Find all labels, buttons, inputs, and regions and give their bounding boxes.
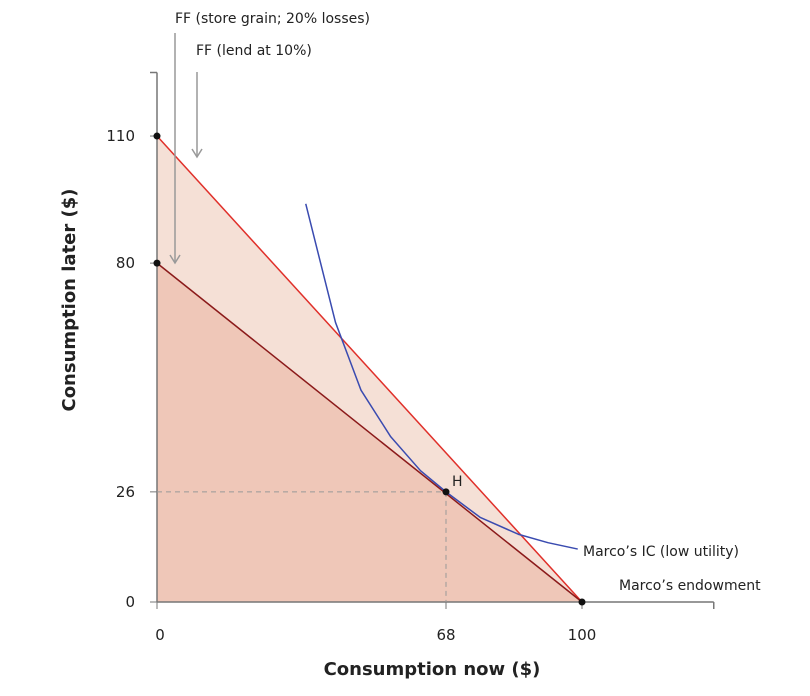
point-2 <box>442 488 450 496</box>
x-axis-label: Consumption now ($) <box>324 659 541 680</box>
indifference-curve <box>305 203 578 550</box>
ff-store-arrow-head <box>169 254 181 265</box>
x-tick-label: 68 <box>436 626 455 644</box>
y-axis-label: Consumption later ($) <box>59 188 80 411</box>
endowment-label: Marco’s endowment <box>619 578 761 594</box>
y-tick-label: 110 <box>106 127 135 145</box>
point-h-label: H <box>452 474 463 490</box>
point-3 <box>578 598 586 606</box>
ic-label: Marco’s IC (low utility) <box>583 544 739 560</box>
point-1 <box>153 259 161 267</box>
ff-store-label: FF (store grain; 20% losses) <box>175 11 370 27</box>
ff-lend-line <box>156 135 583 603</box>
ff-lend-arrow-head <box>191 148 203 159</box>
ff-store-line <box>156 262 583 603</box>
y-tick-label: 26 <box>116 483 135 501</box>
x-tick-label: 100 <box>568 626 597 644</box>
point-0 <box>153 132 161 140</box>
y-tick-label: 0 <box>125 593 135 611</box>
x-tick-label: 0 <box>155 626 165 644</box>
y-tick-label: 80 <box>116 254 135 272</box>
ff-lend-label: FF (lend at 10%) <box>196 43 312 59</box>
